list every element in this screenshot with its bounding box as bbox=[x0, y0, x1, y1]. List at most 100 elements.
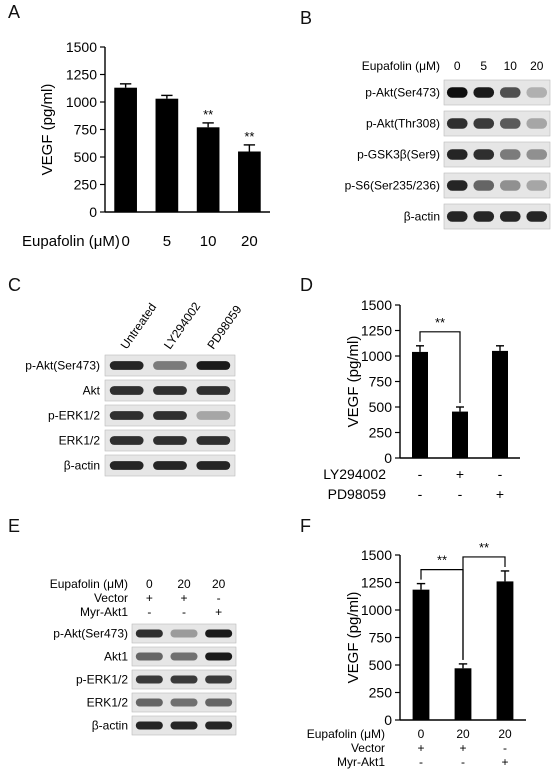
blot-e-band bbox=[170, 652, 198, 661]
chart-d-row-sign: - bbox=[458, 486, 463, 502]
blot-c-lane-label: Untreated bbox=[118, 301, 160, 352]
chart-a-y-tick-label: 1500 bbox=[66, 39, 97, 55]
chart-f-row-value: - bbox=[419, 755, 423, 769]
chart-a-y-tick-label: 1000 bbox=[66, 94, 97, 110]
blot-e-band bbox=[170, 629, 198, 638]
blot-e-row-label: ERK1/2 bbox=[87, 696, 129, 710]
blot-c-band bbox=[196, 461, 231, 470]
blot-c-band bbox=[109, 461, 144, 470]
blot-b-band bbox=[499, 211, 521, 222]
chart-a-x-label: Eupafolin (μM) bbox=[22, 233, 120, 250]
blot-e-treatment-label: Eupafolin (μM) bbox=[50, 577, 128, 591]
blot-e-treatment-value: - bbox=[147, 605, 151, 619]
blot-b-row-label: β-actin bbox=[404, 210, 440, 224]
chart-f-y-tick-label: 750 bbox=[369, 630, 393, 646]
panel-letter-c: C bbox=[8, 275, 21, 295]
chart-d-y-tick-label: 750 bbox=[369, 374, 393, 390]
blot-b-band bbox=[526, 118, 548, 129]
chart-f-row-value: 20 bbox=[456, 727, 470, 741]
chart-f-row-label: Eupafolin (μM) bbox=[307, 727, 385, 741]
blot-c-lane-label: PD98059 bbox=[204, 302, 244, 351]
blot-b-treatment-label: Eupafolin (μM) bbox=[362, 59, 440, 73]
chart-d-bar bbox=[412, 351, 428, 458]
chart-f-row-label: Myr-Akt1 bbox=[337, 755, 385, 769]
blot-b-band bbox=[446, 180, 468, 191]
blot-c-row-label: Akt bbox=[83, 384, 101, 398]
blot-b-band bbox=[446, 118, 468, 129]
blot-e-band bbox=[170, 698, 198, 707]
chart-d-row-sign: + bbox=[456, 466, 464, 482]
chart-d-row-label: LY294002 bbox=[323, 466, 386, 482]
blot-e-band bbox=[135, 698, 163, 707]
chart-d: 0 250 500 750 1000 1250 1500 VEGF (pg/ml) ** LY29… bbox=[323, 297, 520, 502]
blot-b-band bbox=[526, 211, 548, 222]
blot-e-band bbox=[205, 675, 233, 684]
blot-c-band bbox=[153, 361, 187, 370]
chart-d-y-tick-label: 1000 bbox=[361, 348, 392, 364]
blot-e-treatment-value: + bbox=[180, 591, 187, 605]
chart-f-y-tick-label: 1250 bbox=[361, 575, 392, 591]
blot-b-band bbox=[473, 180, 495, 191]
chart-f-significance-label: ** bbox=[437, 553, 447, 568]
blot-c-row-label: β-actin bbox=[64, 459, 100, 473]
chart-d-y-tick-label: 250 bbox=[369, 425, 393, 441]
blot-c-band bbox=[109, 361, 144, 370]
chart-a-y-tick-label: 250 bbox=[74, 177, 98, 193]
blot-c-lane-label: LY294002 bbox=[161, 299, 204, 351]
chart-d-bar bbox=[492, 350, 508, 458]
blot-c-band bbox=[196, 436, 231, 445]
panel-letter-d: D bbox=[300, 275, 313, 295]
blot-e-treatment-label: Myr-Akt1 bbox=[80, 605, 128, 619]
blot-b-band bbox=[526, 180, 548, 191]
blot-e-treatment-value: + bbox=[215, 605, 222, 619]
chart-a-x-tick-label: 5 bbox=[163, 233, 171, 250]
blot-b-row-label: p-Akt(Thr308) bbox=[366, 117, 440, 131]
blot-c: Untreated LY294002 PD98059 p-Akt(Ser473) Akt… bbox=[25, 299, 245, 477]
chart-f-row-value: 20 bbox=[498, 727, 512, 741]
blot-e-band bbox=[205, 698, 233, 707]
chart-d-row-label: PD98059 bbox=[328, 486, 387, 502]
chart-a-bar bbox=[196, 127, 220, 212]
blot-b-band bbox=[473, 118, 495, 129]
chart-f-y-tick-label: 250 bbox=[369, 685, 393, 701]
blot-c-band bbox=[153, 411, 187, 420]
blot-e-band bbox=[205, 629, 233, 638]
blot-b-lane-label: 5 bbox=[480, 59, 487, 73]
chart-d-y-label: VEGF (pg/ml) bbox=[345, 336, 362, 428]
chart-f-row-value: + bbox=[459, 741, 466, 755]
chart-a-y-tick-label: 0 bbox=[89, 204, 97, 220]
chart-f-y-tick-label: 500 bbox=[369, 657, 393, 673]
chart-d-y-tick-label: 1500 bbox=[361, 297, 392, 313]
chart-d-row-sign: - bbox=[418, 486, 423, 502]
panel-letter-f: F bbox=[300, 516, 311, 536]
chart-d-row-sign: + bbox=[496, 486, 504, 502]
chart-a-y-tick-label: 1250 bbox=[66, 67, 97, 83]
chart-f-y-label: VEGF (pg/ml) bbox=[345, 592, 362, 684]
chart-d-significance-bracket bbox=[419, 331, 461, 403]
blot-e-treatment-value: + bbox=[146, 591, 153, 605]
blot-b-band bbox=[473, 149, 495, 160]
blot-b-lane-label: 20 bbox=[530, 59, 544, 73]
blot-b-band bbox=[446, 149, 468, 160]
chart-a: 0 250 500 750 1000 1250 1500 VEGF (pg/ml) ** ** Eu… bbox=[22, 39, 270, 250]
blot-b-band bbox=[499, 149, 521, 160]
blot-c-band bbox=[153, 436, 187, 445]
blot-c-row-label: p-Akt(Ser473) bbox=[25, 359, 100, 373]
blot-e-band bbox=[170, 721, 198, 730]
chart-a-bar bbox=[114, 87, 137, 212]
blot-e-band bbox=[170, 675, 198, 684]
chart-a-y-label: VEGF (pg/ml) bbox=[39, 84, 56, 176]
chart-d-y-tick-label: 1250 bbox=[361, 323, 392, 339]
blot-b: Eupafolin (μM) 0 5 10 20 p-Akt(Ser473) p-Akt(T… bbox=[345, 59, 551, 230]
panel-letter-a: A bbox=[8, 2, 21, 22]
blot-c-band bbox=[196, 361, 231, 370]
blot-c-band bbox=[196, 411, 231, 420]
blot-b-band bbox=[526, 149, 548, 160]
chart-a-x-tick-label: 10 bbox=[200, 233, 217, 250]
panel-letter-e: E bbox=[8, 516, 21, 536]
chart-d-y-tick-label: 500 bbox=[369, 399, 393, 415]
chart-a-bar bbox=[155, 98, 179, 212]
chart-d-y-tick-label: 0 bbox=[384, 450, 392, 466]
chart-f-row-value: 0 bbox=[418, 727, 425, 741]
